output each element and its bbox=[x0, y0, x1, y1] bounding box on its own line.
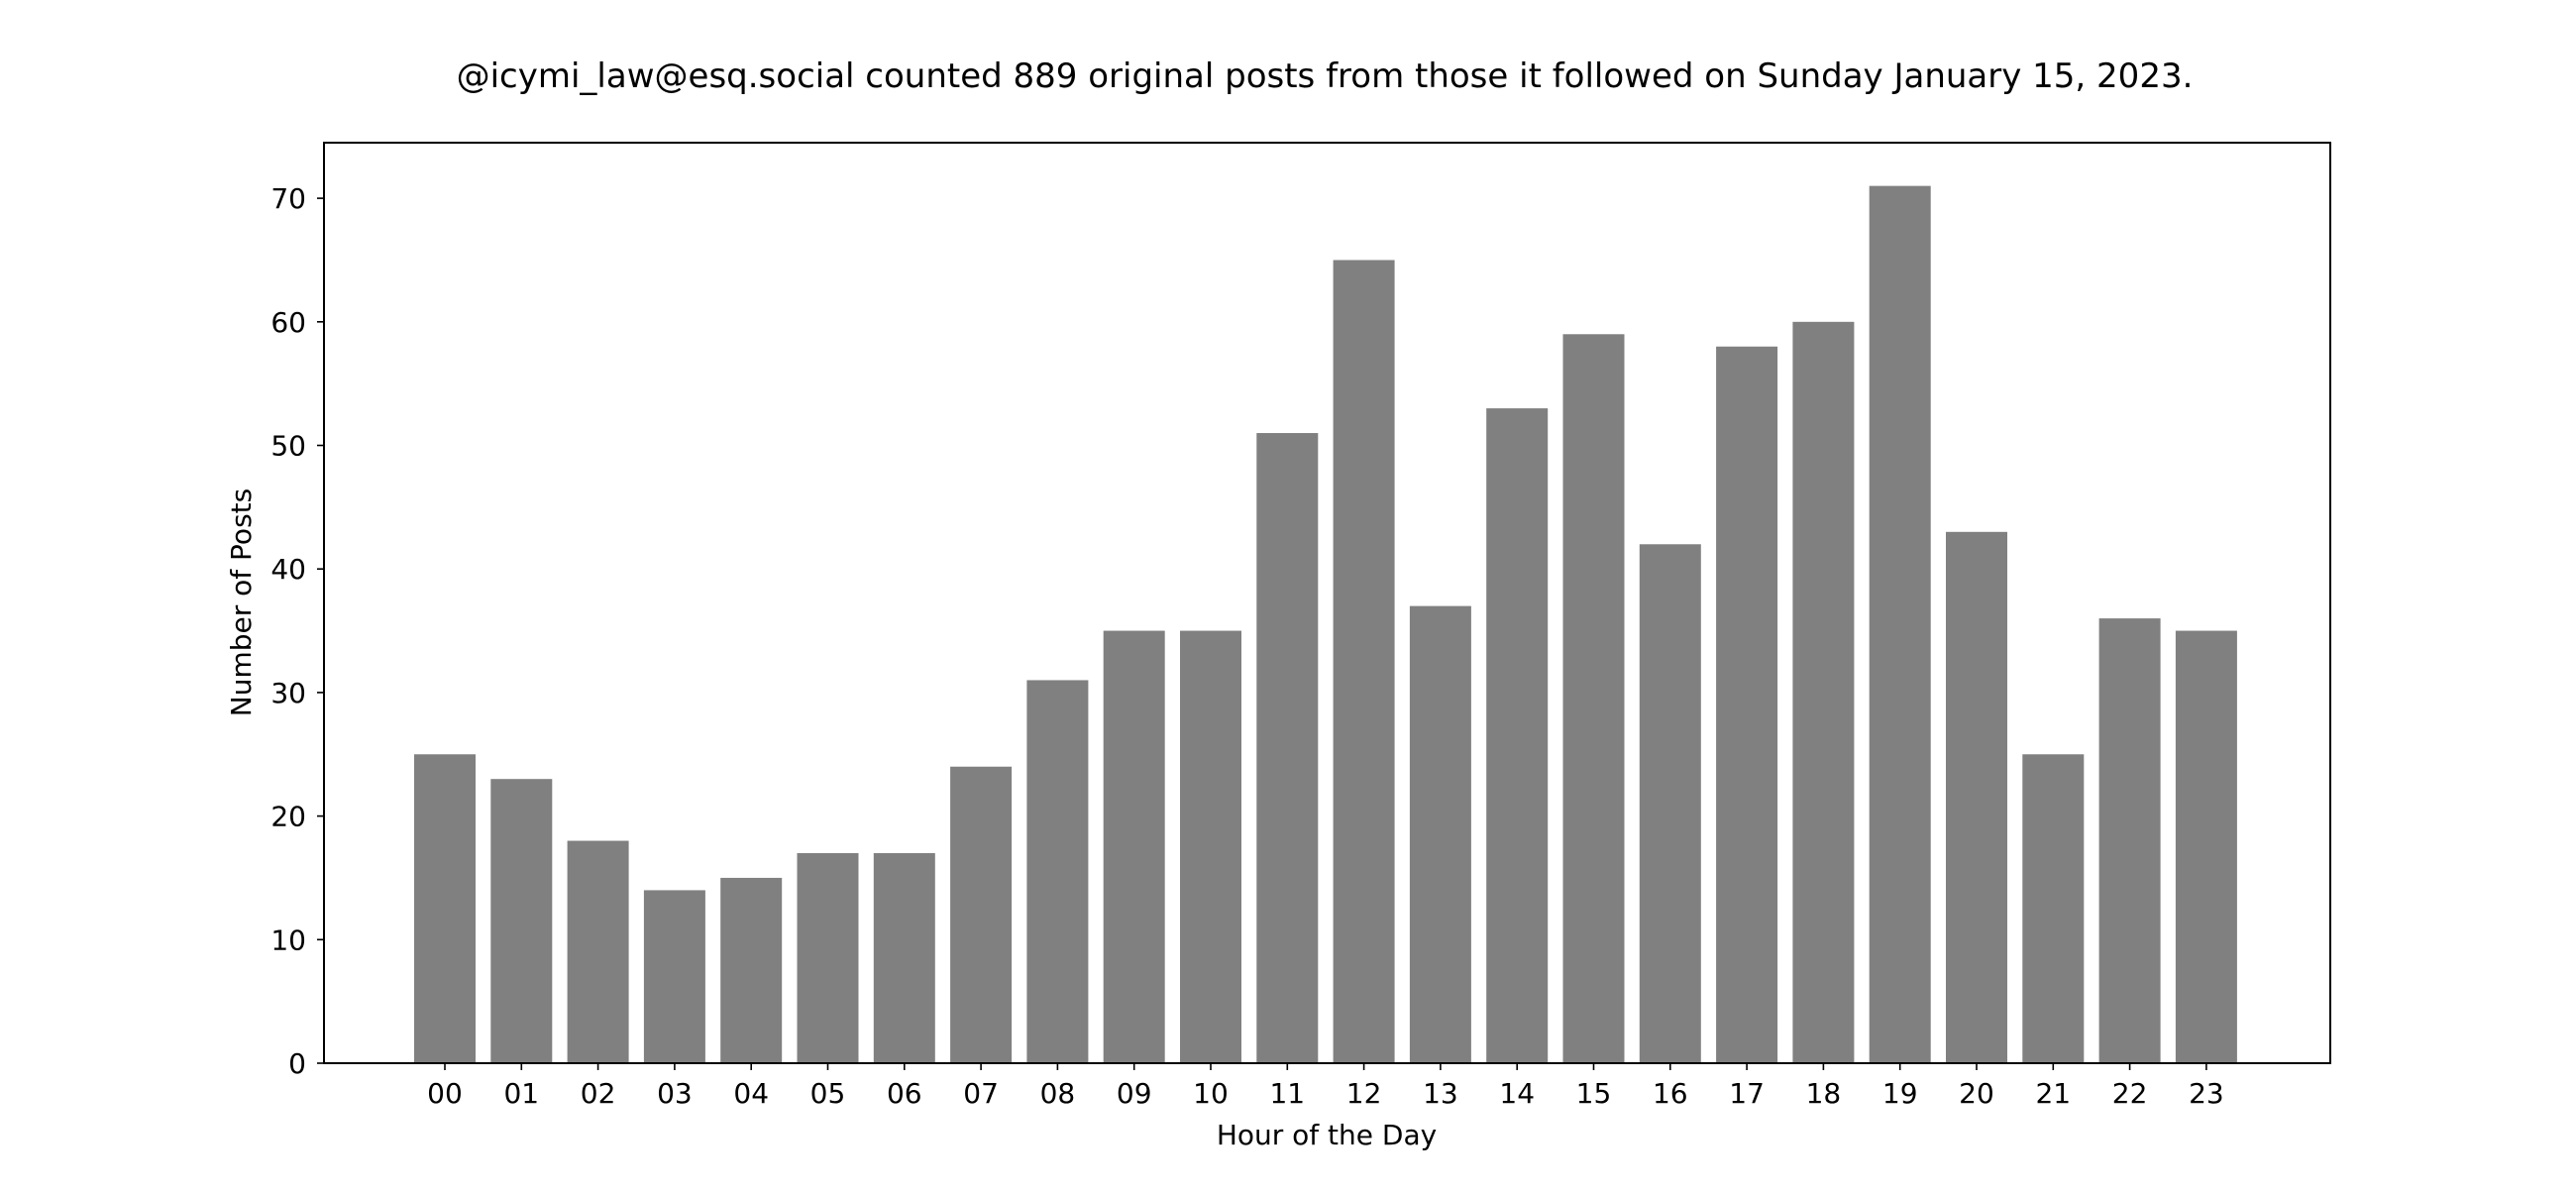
x-tick-label: 16 bbox=[1653, 1077, 1688, 1110]
bar-20 bbox=[1946, 531, 2007, 1063]
bar-11 bbox=[1256, 433, 1319, 1063]
y-tick-label: 40 bbox=[270, 553, 306, 586]
bar-13 bbox=[1409, 605, 1471, 1063]
bar-03 bbox=[643, 890, 705, 1063]
x-tick-label: 23 bbox=[2189, 1077, 2224, 1110]
bars-layer bbox=[414, 185, 2237, 1064]
bar-21 bbox=[2022, 754, 2085, 1063]
x-tick-label: 00 bbox=[427, 1077, 463, 1110]
x-tick-label: 13 bbox=[1423, 1077, 1458, 1110]
bar-07 bbox=[950, 766, 1013, 1063]
x-tick-label: 04 bbox=[733, 1077, 769, 1110]
y-axis: 0 10 20 30 40 50 60 70 bbox=[270, 182, 324, 1080]
x-axis: 00 01 02 03 04 05 06 07 08 09 10 11 12 13 14 15 16 17 18 19… bbox=[427, 1063, 2224, 1110]
y-tick-label: 70 bbox=[270, 182, 306, 215]
x-tick-label: 14 bbox=[1499, 1077, 1535, 1110]
x-tick-label: 20 bbox=[1959, 1077, 1994, 1110]
bar-05 bbox=[797, 853, 859, 1063]
x-tick-label: 07 bbox=[963, 1077, 999, 1110]
y-tick-label: 10 bbox=[270, 923, 306, 956]
x-tick-label: 18 bbox=[1806, 1077, 1842, 1110]
bar-18 bbox=[1792, 321, 1855, 1063]
bar-17 bbox=[1716, 346, 1778, 1063]
bar-12 bbox=[1333, 260, 1395, 1064]
x-tick-label: 19 bbox=[1882, 1077, 1918, 1110]
bar-14 bbox=[1486, 408, 1549, 1064]
x-axis-label: Hour of the Day bbox=[1217, 1119, 1437, 1151]
bar-22 bbox=[2098, 618, 2161, 1063]
bar-08 bbox=[1026, 680, 1089, 1063]
plot-frame bbox=[323, 142, 2331, 1064]
y-tick-label: 50 bbox=[270, 430, 306, 463]
x-tick-label: 11 bbox=[1269, 1077, 1305, 1110]
x-tick-label: 05 bbox=[810, 1077, 846, 1110]
bar-04 bbox=[720, 877, 783, 1063]
x-tick-label: 12 bbox=[1346, 1077, 1382, 1110]
y-tick-label: 60 bbox=[270, 306, 306, 339]
bar-06 bbox=[873, 853, 935, 1063]
x-tick-label: 17 bbox=[1729, 1077, 1765, 1110]
bar-16 bbox=[1639, 544, 1701, 1063]
y-axis-label: Number of Posts bbox=[225, 488, 258, 716]
x-tick-label: 02 bbox=[581, 1077, 616, 1110]
bar-23 bbox=[2175, 630, 2237, 1063]
bar-19 bbox=[1869, 185, 1931, 1063]
y-tick-label: 30 bbox=[270, 677, 306, 709]
x-tick-label: 03 bbox=[657, 1077, 693, 1110]
chart-title: @icymi_law@esq.social counted 889 origin… bbox=[457, 56, 2194, 96]
bar-02 bbox=[567, 840, 629, 1063]
bar-09 bbox=[1103, 630, 1165, 1063]
x-tick-label: 15 bbox=[1576, 1077, 1612, 1110]
x-tick-label: 06 bbox=[887, 1077, 922, 1110]
bar-00 bbox=[414, 754, 476, 1063]
x-tick-label: 01 bbox=[503, 1077, 539, 1110]
x-tick-label: 21 bbox=[2035, 1077, 2071, 1110]
x-tick-label: 08 bbox=[1040, 1077, 1076, 1110]
bar-15 bbox=[1562, 334, 1625, 1063]
x-tick-label: 22 bbox=[2112, 1077, 2148, 1110]
x-tick-label: 09 bbox=[1117, 1077, 1152, 1110]
bar-01 bbox=[490, 779, 553, 1063]
x-tick-label: 10 bbox=[1193, 1077, 1229, 1110]
y-tick-label: 0 bbox=[288, 1047, 306, 1080]
bar-10 bbox=[1180, 630, 1241, 1063]
y-tick-label: 20 bbox=[270, 801, 306, 833]
